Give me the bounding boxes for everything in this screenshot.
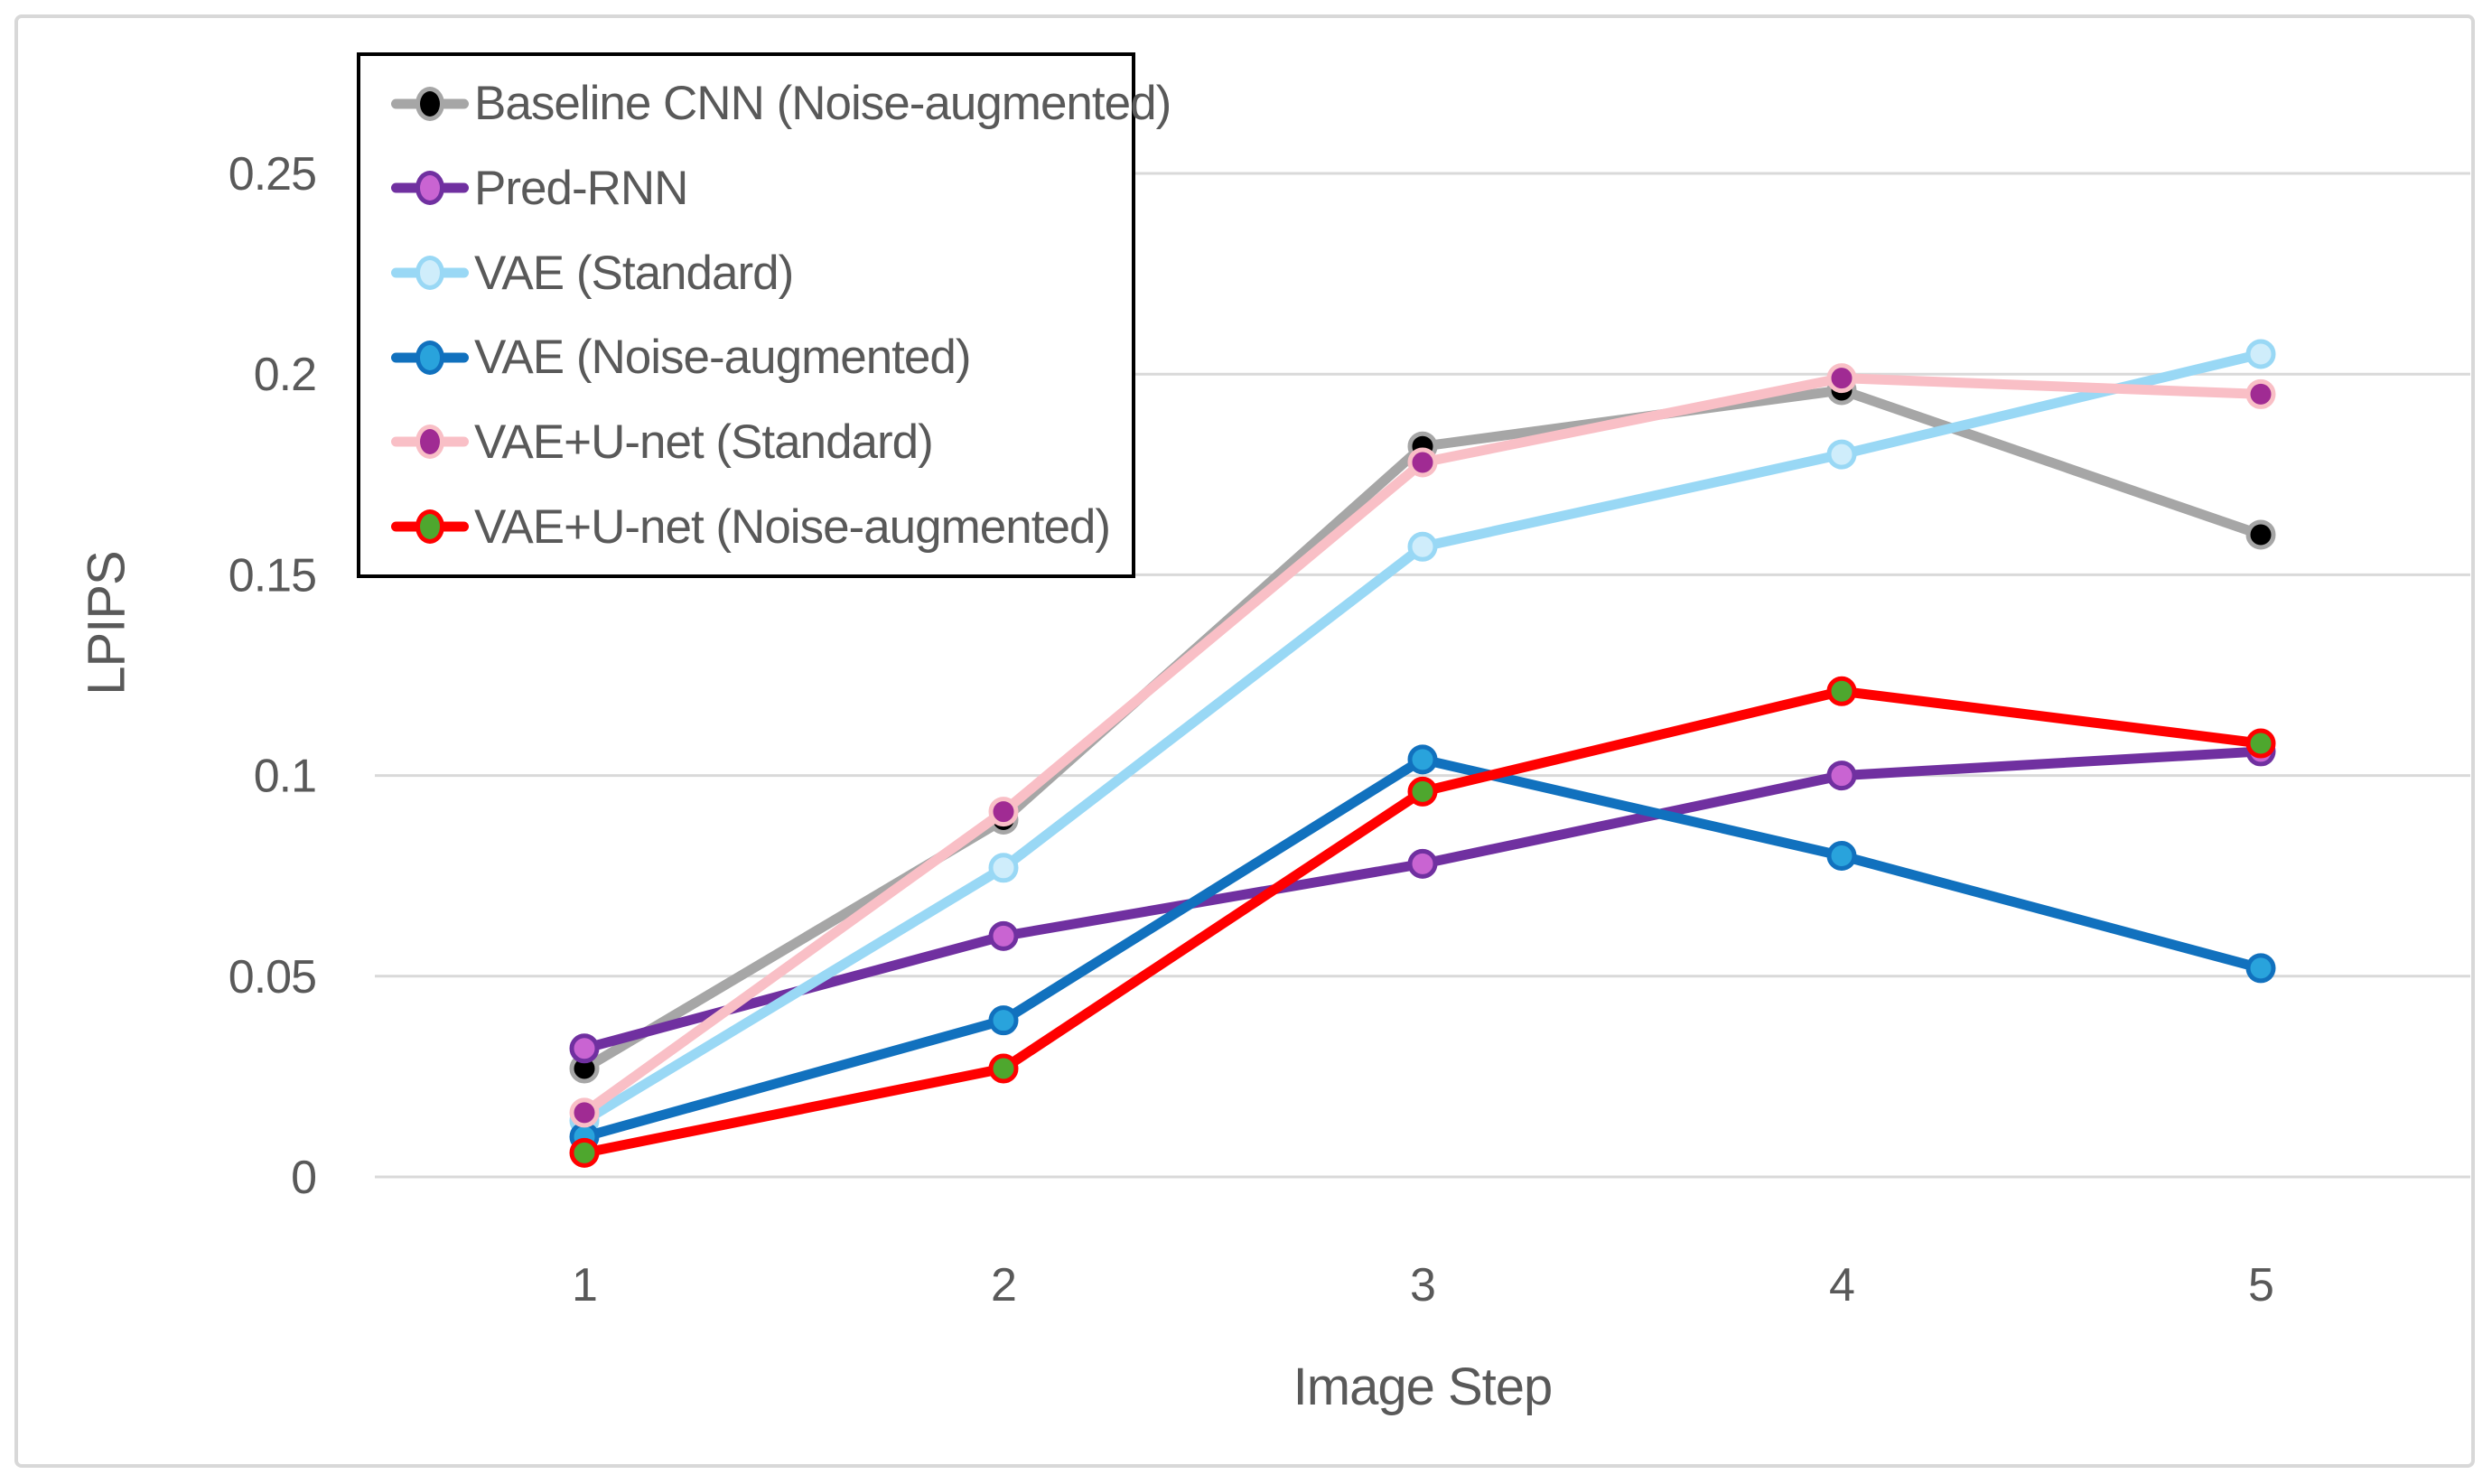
data-point-marker <box>1407 531 1438 562</box>
data-point-marker <box>569 1033 600 1064</box>
data-point-marker <box>988 1005 1019 1036</box>
data-point-marker <box>1407 848 1438 879</box>
x-tick-label: 4 <box>1829 1259 1854 1311</box>
data-point-marker <box>1826 761 1857 791</box>
data-point-marker <box>2245 519 2276 550</box>
data-point-marker <box>569 1097 600 1128</box>
y-axis-title: LPIPS <box>77 551 136 695</box>
legend-label: Baseline CNN (Noise-augmented) <box>474 77 1171 131</box>
legend-item: VAE (Noise-augmented) <box>391 330 1132 385</box>
data-point-marker <box>1826 439 1857 470</box>
data-point-marker <box>2245 378 2276 409</box>
legend-item: Baseline CNN (Noise-augmented) <box>391 76 1171 131</box>
data-point-marker <box>2245 339 2276 369</box>
data-point-marker <box>1826 363 1857 394</box>
data-point-marker <box>988 797 1019 827</box>
legend-line-marker-icon <box>391 86 469 122</box>
data-point-marker <box>988 853 1019 883</box>
x-tick-label: 5 <box>2248 1259 2273 1311</box>
data-point-marker <box>988 1053 1019 1084</box>
legend-line-marker-icon <box>391 340 469 376</box>
legend: Baseline CNN (Noise-augmented) Pred-RNN VA… <box>357 52 1171 578</box>
legend-label: VAE+U-net (Standard) <box>474 415 934 469</box>
x-tick-label: 2 <box>991 1259 1016 1311</box>
legend-line-marker-icon <box>391 509 469 545</box>
series-line <box>579 754 2266 1143</box>
data-point-marker <box>1407 744 1438 775</box>
data-point-marker <box>1826 676 1857 706</box>
legend-line-marker-icon <box>391 255 469 291</box>
data-point-marker <box>1407 447 1438 478</box>
legend-item: VAE+U-net (Noise-augmented) <box>391 499 1132 555</box>
x-tick-label: 3 <box>1410 1259 1435 1311</box>
data-point-marker <box>1407 776 1438 807</box>
y-tick-label: 0.05 <box>229 951 316 1003</box>
data-point-marker <box>569 1137 600 1168</box>
y-tick-label: 0.1 <box>254 751 316 803</box>
y-tick-label: 0 <box>291 1152 316 1204</box>
legend-item: VAE (Standard) <box>391 246 1132 301</box>
chart-border <box>14 14 2475 1468</box>
legend-label: VAE (Standard) <box>474 246 794 300</box>
data-point-marker <box>2245 728 2276 759</box>
data-point-marker <box>988 920 1019 951</box>
legend-line-marker-icon <box>391 170 469 206</box>
y-tick-label: 0.25 <box>229 148 316 201</box>
data-point-marker <box>2245 953 2276 984</box>
legend-label: Pred-RNN <box>474 161 688 215</box>
y-tick-label: 0.2 <box>254 349 316 401</box>
legend-label: VAE (Noise-augmented) <box>474 331 972 385</box>
x-axis-title: Image Step <box>1293 1358 1554 1416</box>
legend-label: VAE+U-net (Noise-augmented) <box>474 499 1111 554</box>
data-point-marker <box>1826 840 1857 871</box>
y-tick-label: 0.15 <box>229 549 316 602</box>
x-tick-label: 1 <box>572 1259 597 1311</box>
legend-item: VAE+U-net (Standard) <box>391 415 1132 470</box>
legend-line-marker-icon <box>391 424 469 460</box>
legend-item: Pred-RNN <box>391 161 1132 216</box>
